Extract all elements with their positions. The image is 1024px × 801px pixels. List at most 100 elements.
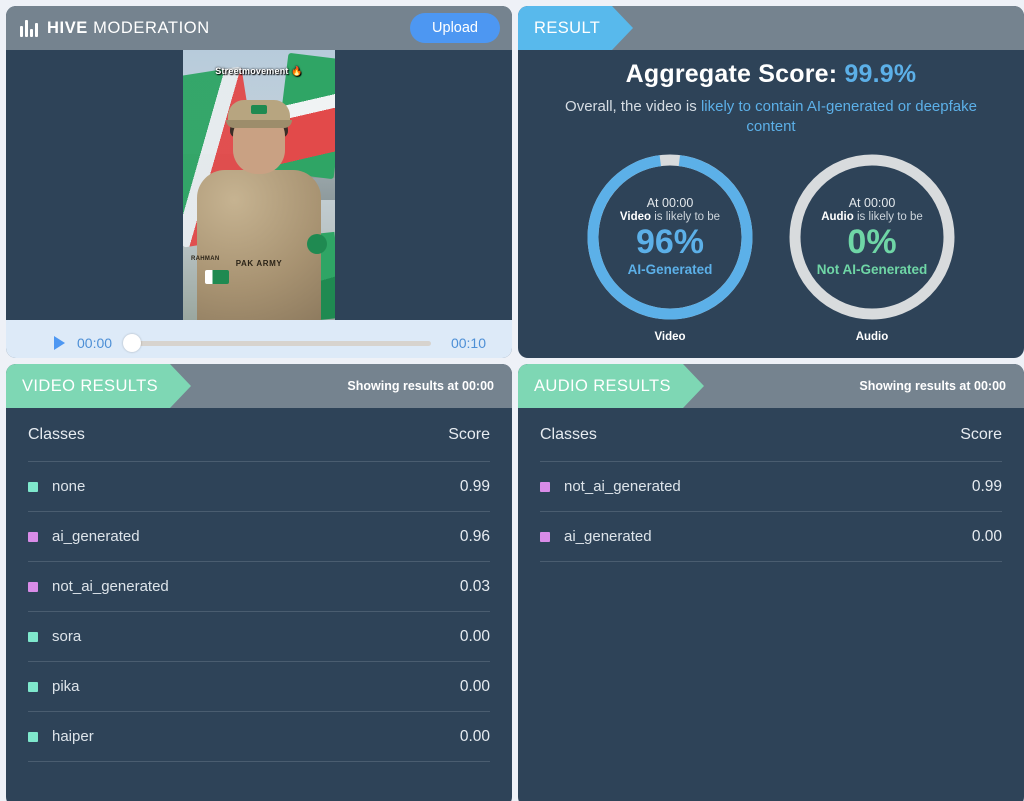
audio-donut-chart: At 00:00 Audio is likely to be 0% Not AI… <box>785 150 959 324</box>
video-results-table: Classes Score none 0.99 ai_generated 0.96 no… <box>6 408 512 762</box>
row-score: 0.00 <box>459 627 490 645</box>
aggregate-value: 99.9% <box>844 60 917 88</box>
row-score: 0.00 <box>459 677 490 695</box>
video-donut-percent: 96% <box>635 223 705 262</box>
row-class-cell: not_ai_generated <box>28 578 169 595</box>
audio-donut-group: At 00:00 Audio is likely to be 0% Not AI… <box>785 150 959 343</box>
class-color-swatch-icon <box>28 481 38 492</box>
tab-video-results[interactable]: VIDEO RESULTS <box>6 364 192 408</box>
video-stage: RAHMAN PAK ARMY Streetmovement 🔥 <box>6 50 512 320</box>
table-row: none 0.99 <box>28 462 490 512</box>
audio-donut-subtext: is likely to be <box>853 211 923 224</box>
video-person-body <box>197 170 321 320</box>
audio-results-panel: AUDIO RESULTS Showing results at 00:00 C… <box>518 364 1024 801</box>
row-class-name: ai_generated <box>52 528 140 545</box>
donut-charts: At 00:00 Video is likely to be 96% AI-Ge… <box>536 150 1006 343</box>
brand-light: MODERATION <box>87 18 210 37</box>
row-class-name: haiper <box>52 728 94 745</box>
audio-col-score: Score <box>960 425 1002 443</box>
row-class-name: none <box>52 478 86 495</box>
audio-donut-percent: 0% <box>847 223 897 262</box>
video-shoulder-patch <box>307 234 327 254</box>
video-name-tape: RAHMAN <box>191 256 220 262</box>
video-thumbnail[interactable]: RAHMAN PAK ARMY Streetmovement 🔥 <box>183 50 335 320</box>
class-color-swatch-icon <box>28 731 38 742</box>
video-donut-subtitle: Video is likely to be <box>620 211 720 223</box>
audio-results-table-header: Classes Score <box>540 408 1002 462</box>
video-donut-subject: Video <box>619 211 652 224</box>
row-class-name: ai_generated <box>564 528 652 545</box>
video-results-rows: none 0.99 ai_generated 0.96 not_ai_generated… <box>28 462 490 762</box>
row-class-name: sora <box>52 628 82 645</box>
video-cap-badge <box>251 105 267 114</box>
audio-results-table: Classes Score not_ai_generated 0.99 ai_gen… <box>518 408 1024 562</box>
class-color-swatch-icon <box>28 631 38 642</box>
video-donut-verdict: AI-Generated <box>627 261 713 277</box>
video-donut-group: At 00:00 Video is likely to be 96% AI-Ge… <box>583 150 757 343</box>
video-donut-subtext: is likely to be <box>651 211 721 224</box>
video-flag-patch <box>205 270 229 284</box>
tab-audio-results-label: AUDIO RESULTS <box>534 376 671 395</box>
hive-logo[interactable]: HIVE MODERATION <box>20 19 210 38</box>
row-score: 0.96 <box>459 527 490 545</box>
video-donut-chart: At 00:00 Video is likely to be 96% AI-Ge… <box>583 150 757 324</box>
row-class-cell: not_ai_generated <box>540 478 681 495</box>
class-color-swatch-icon <box>28 531 38 542</box>
table-row: ai_generated 0.00 <box>540 512 1002 562</box>
audio-showing-results: Showing results at 00:00 <box>859 379 1006 393</box>
row-class-cell: none <box>28 478 85 495</box>
row-score: 0.00 <box>459 727 490 745</box>
audio-col-classes: Classes <box>540 425 597 443</box>
brand-bold: HIVE <box>47 18 88 37</box>
video-donut-caption: Video <box>654 330 686 343</box>
result-tab-header: RESULT <box>518 6 1024 50</box>
video-donut-center: At 00:00 Video is likely to be 96% AI-Ge… <box>583 150 757 324</box>
audio-donut-verdict: Not AI-Generated <box>816 261 928 277</box>
seek-slider[interactable] <box>123 334 431 352</box>
row-score: 0.03 <box>459 577 490 595</box>
audio-donut-time: At 00:00 <box>848 196 896 211</box>
table-row: haiper 0.00 <box>28 712 490 762</box>
tab-result[interactable]: RESULT <box>518 6 634 50</box>
row-score: 0.00 <box>971 527 1002 545</box>
audio-donut-subject: Audio <box>821 211 854 224</box>
class-color-swatch-icon <box>540 531 550 542</box>
overall-verdict: Overall, the video is likely to contain … <box>536 97 1006 138</box>
upload-button[interactable]: Upload <box>410 13 500 43</box>
table-row: pika 0.00 <box>28 662 490 712</box>
video-col-score: Score <box>448 425 490 443</box>
row-class-name: not_ai_generated <box>564 478 681 495</box>
video-uniform-text: PAK ARMY <box>235 259 283 268</box>
row-class-cell: pika <box>28 678 80 695</box>
seek-handle[interactable] <box>123 334 142 352</box>
row-class-name: not_ai_generated <box>52 578 169 595</box>
table-row: sora 0.00 <box>28 612 490 662</box>
class-color-swatch-icon <box>540 481 550 492</box>
row-score: 0.99 <box>459 477 490 495</box>
play-icon[interactable] <box>54 336 65 350</box>
row-class-cell: ai_generated <box>540 528 652 545</box>
row-class-cell: ai_generated <box>28 528 140 545</box>
player-controls: 00:00 00:10 <box>6 320 512 358</box>
audio-donut-center: At 00:00 Audio is likely to be 0% Not AI… <box>785 150 959 324</box>
class-color-swatch-icon <box>28 681 38 692</box>
audio-donut-svg <box>789 154 955 319</box>
current-time-label: 00:00 <box>77 335 113 351</box>
row-class-cell: haiper <box>28 728 94 745</box>
result-body: Aggregate Score: 99.9% Overall, the vide… <box>518 50 1024 343</box>
tab-audio-results[interactable]: AUDIO RESULTS <box>518 364 704 408</box>
video-donut-svg <box>587 154 753 319</box>
overall-prefix: Overall, the video is <box>565 98 701 115</box>
app-topbar: HIVE MODERATION Upload <box>6 6 512 50</box>
table-row: not_ai_generated 0.99 <box>540 462 1002 512</box>
video-showing-results: Showing results at 00:00 <box>347 379 494 393</box>
video-results-tab-header: VIDEO RESULTS Showing results at 00:00 <box>6 364 512 408</box>
aggregate-score: Aggregate Score: 99.9% <box>536 60 1006 89</box>
table-row: ai_generated 0.96 <box>28 512 490 562</box>
video-col-classes: Classes <box>28 425 85 443</box>
video-overlay-text: Streetmovement 🔥 <box>215 66 303 76</box>
video-results-table-header: Classes Score <box>28 408 490 462</box>
row-score: 0.99 <box>971 477 1002 495</box>
video-donut-time: At 00:00 <box>646 196 694 211</box>
